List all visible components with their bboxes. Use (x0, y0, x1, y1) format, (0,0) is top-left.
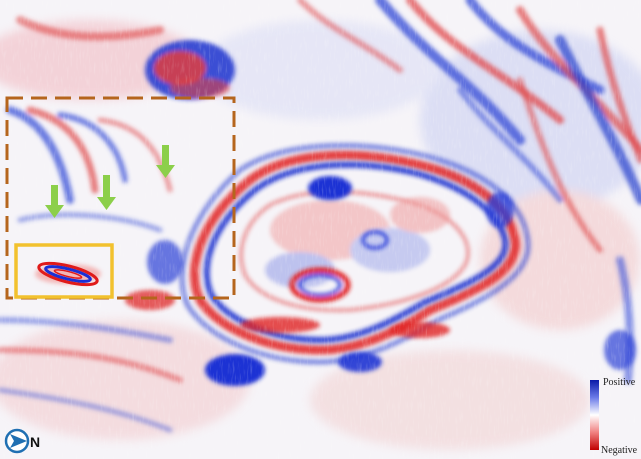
down-arrows (45, 145, 175, 218)
colorbar-negative-label: Negative (601, 445, 638, 456)
north-compass (4, 428, 30, 454)
down-arrow-icon (45, 185, 64, 218)
colorbar (590, 380, 599, 450)
down-arrow-icon (97, 175, 116, 210)
colorbar-positive-label: Positive (603, 377, 636, 388)
north-arrow-icon (10, 434, 27, 448)
inset-highlight-box (14, 243, 114, 299)
roi-dashed-box (5, 96, 236, 300)
north-letter: N (30, 434, 40, 450)
inset-anomaly (35, 261, 101, 287)
down-arrow-icon (156, 145, 175, 178)
